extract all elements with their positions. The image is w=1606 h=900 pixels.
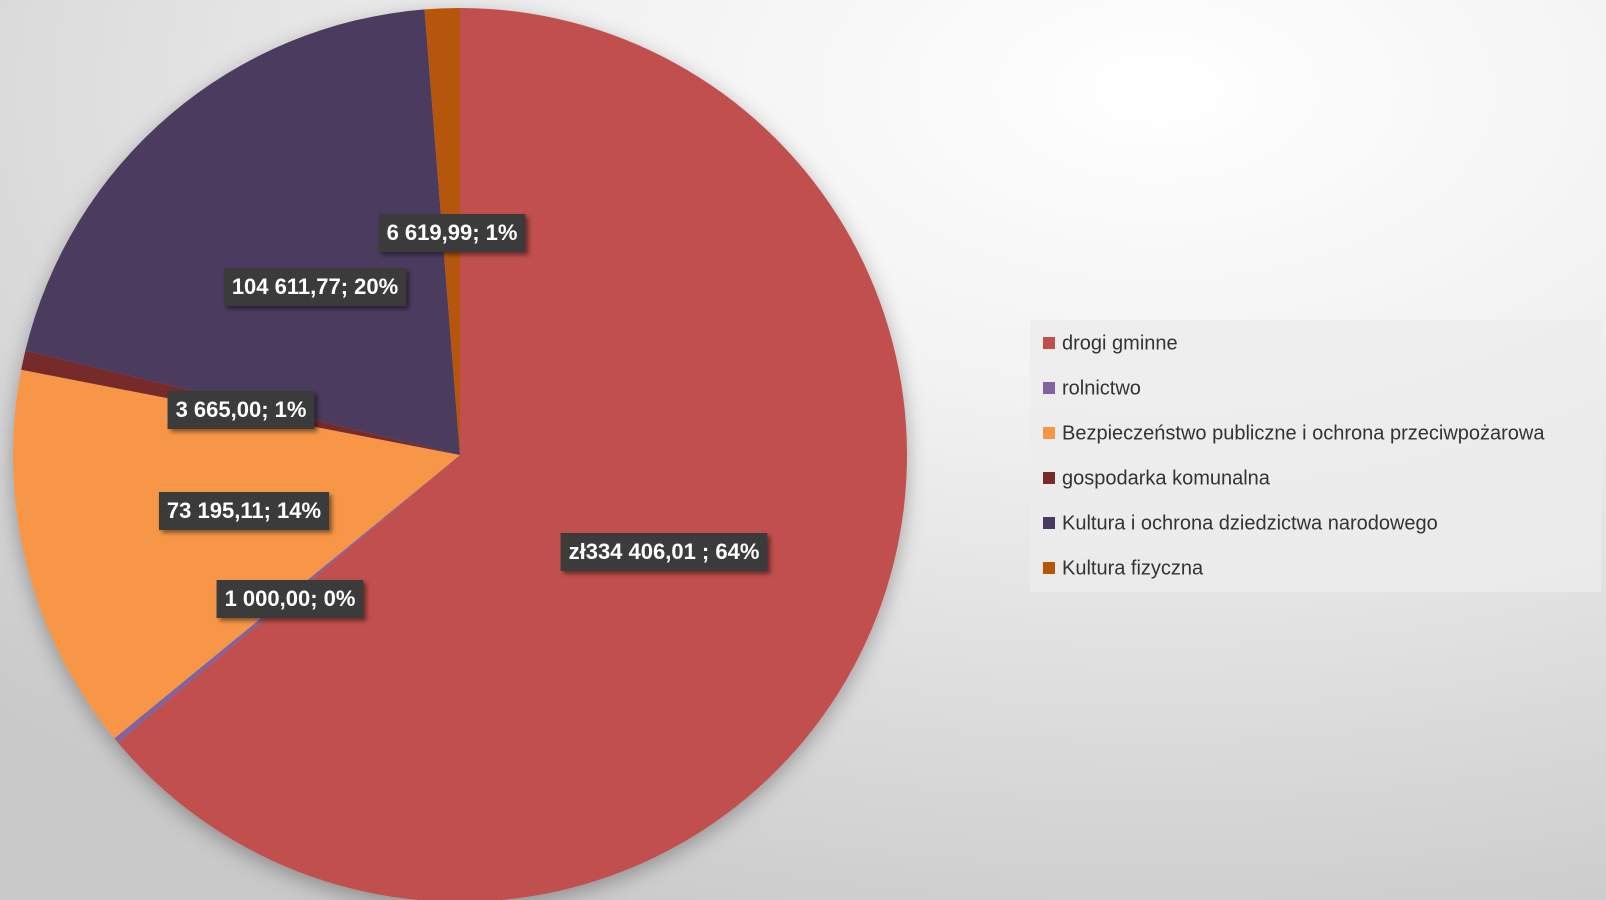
legend-label: drogi gminne	[1062, 332, 1178, 354]
data-labels: zł334 406,01 ; 64% 1 000,00; 0% 73 195,11;…	[158, 214, 768, 618]
legend: drogi gminne rolnictwo Bezpieczeństwo publ…	[1043, 332, 1545, 579]
legend-label: Kultura i ochrona dziedzictwa narodowego	[1062, 512, 1438, 534]
legend-swatch	[1043, 427, 1055, 439]
data-label-box	[378, 214, 526, 252]
legend-label: rolnictwo	[1062, 377, 1141, 399]
data-label: zł334 406,01 ; 64%	[569, 539, 760, 564]
data-label: 3 665,00; 1%	[176, 397, 307, 422]
legend-box	[1030, 320, 1601, 592]
pie-slice	[12, 369, 460, 739]
legend-swatch	[1043, 562, 1055, 574]
data-label-box	[223, 268, 407, 306]
legend-swatch	[1043, 337, 1055, 349]
pie-slice	[25, 9, 460, 455]
legend-label: Bezpieczeństwo publiczne i ochrona przec…	[1062, 422, 1545, 444]
legend-label: gospodarka komunalna	[1062, 467, 1271, 489]
data-label: 104 611,77; 20%	[232, 274, 398, 299]
legend-swatch	[1043, 382, 1055, 394]
data-label: 6 619,99; 1%	[387, 220, 518, 245]
data-label-box	[216, 580, 364, 618]
data-label-box	[560, 533, 768, 571]
pie	[12, 8, 907, 900]
data-label: 73 195,11; 14%	[167, 498, 321, 523]
legend-swatch	[1043, 517, 1055, 529]
data-label-box	[167, 391, 315, 429]
legend-label: Kultura fizyczna	[1062, 557, 1204, 579]
data-label-box	[158, 492, 330, 530]
legend-swatch	[1043, 472, 1055, 484]
data-label: 1 000,00; 0%	[225, 586, 356, 611]
pie-slice	[117, 8, 907, 900]
